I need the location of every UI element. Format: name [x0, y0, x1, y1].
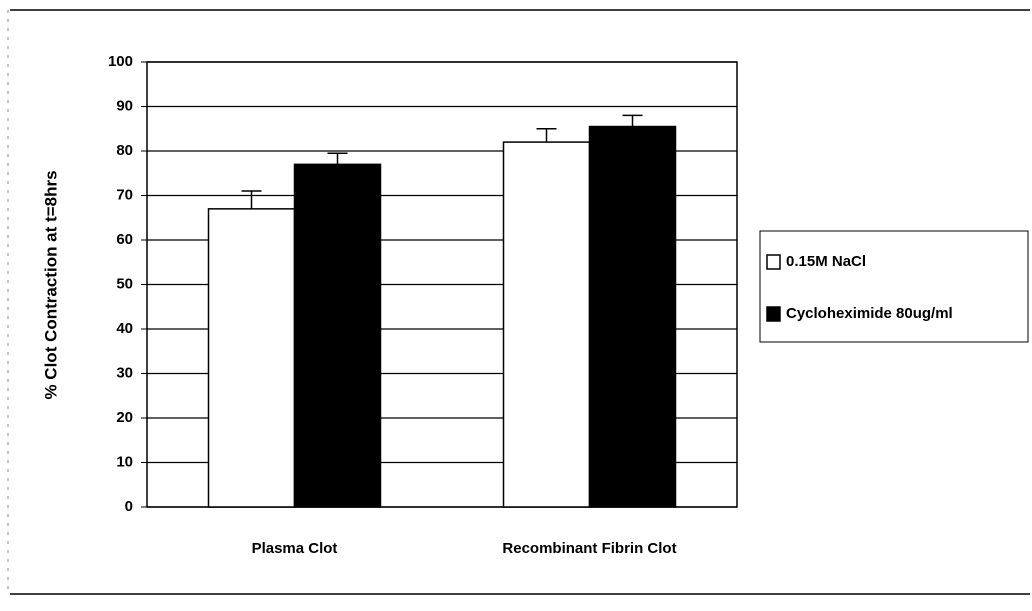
y-tick-label: 50	[116, 275, 133, 292]
y-tick-label: 100	[108, 53, 133, 70]
legend-label: 0.15M NaCl	[786, 253, 866, 270]
plot-area	[146, 61, 738, 508]
legend-swatch	[766, 306, 781, 322]
legend-swatch	[766, 254, 781, 270]
y-tick-label: 10	[116, 453, 133, 470]
y-tick-label: 90	[116, 97, 133, 114]
y-tick-label: 30	[116, 364, 133, 381]
y-tick-label: 40	[116, 320, 133, 337]
bar	[207, 208, 296, 508]
y-tick-label: 0	[125, 498, 133, 515]
bar	[588, 125, 677, 508]
bar	[293, 163, 382, 508]
x-tick-label: Plasma Clot	[252, 540, 338, 557]
y-tick-label: 80	[116, 142, 133, 159]
y-tick-label: 70	[116, 186, 133, 203]
legend-box	[759, 230, 1029, 343]
bar	[502, 141, 591, 508]
y-tick-label: 20	[116, 409, 133, 426]
y-axis-label: % Clot Contraction at t=8hrs	[41, 170, 60, 399]
y-tick-label: 60	[116, 231, 133, 248]
legend-label: Cycloheximide 80ug/ml	[786, 305, 953, 322]
x-tick-label: Recombinant Fibrin Clot	[502, 540, 676, 557]
